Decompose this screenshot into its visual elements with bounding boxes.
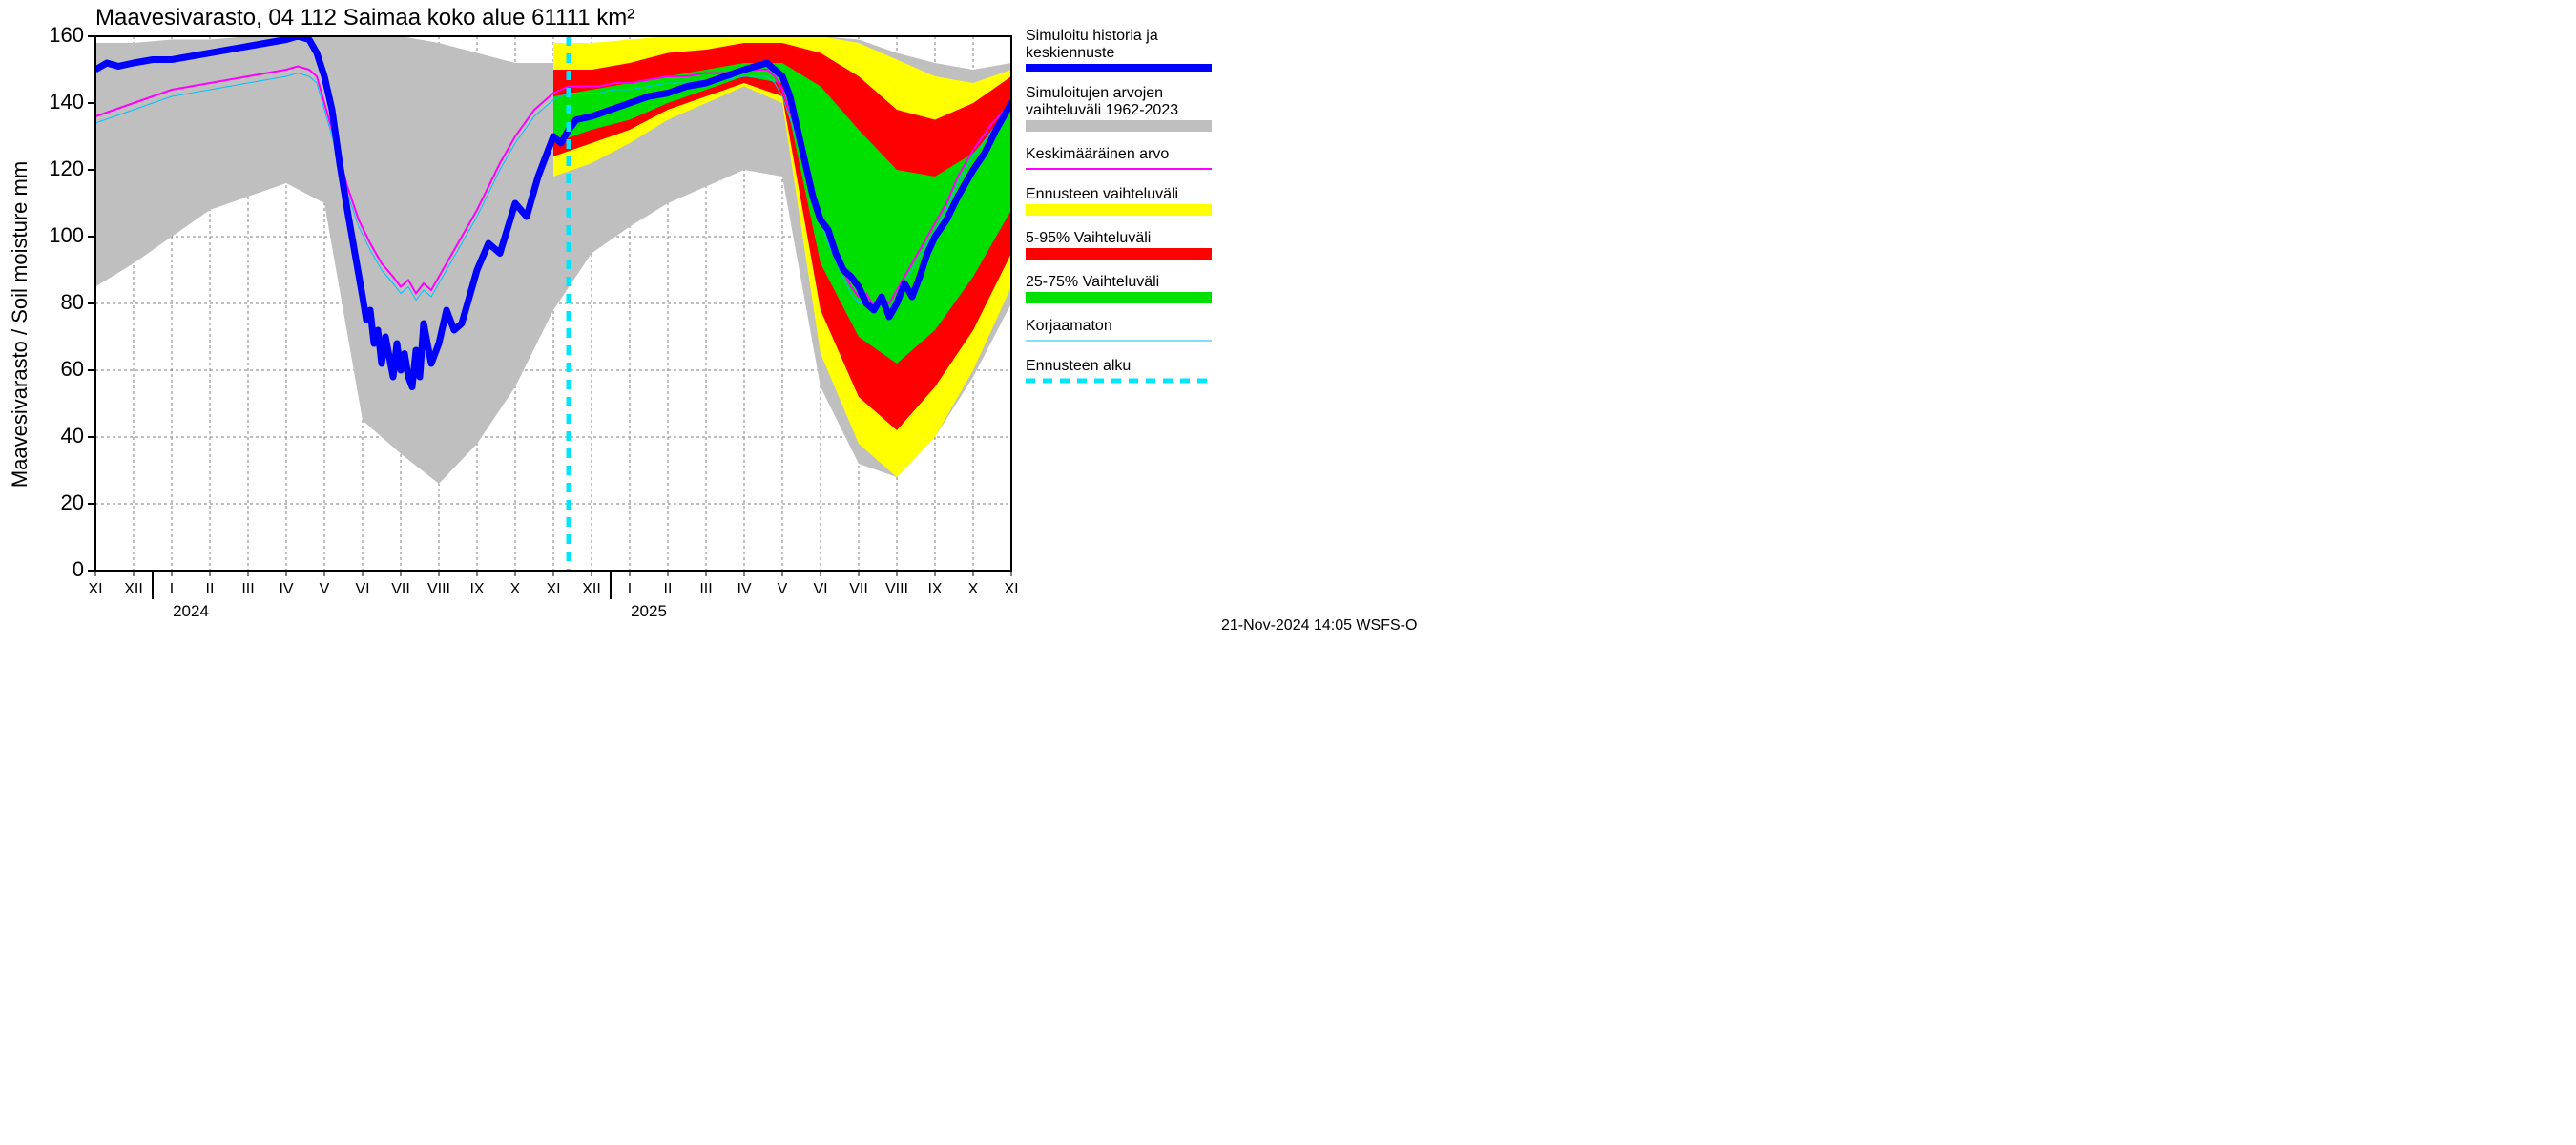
xtick-label: VI: [813, 581, 827, 597]
chart-container: Maavesivarasto, 04 112 Saimaa koko alue …: [0, 0, 1431, 636]
legend-label: Simuloitujen arvojen: [1026, 85, 1163, 101]
xtick-label: VIII: [427, 581, 450, 597]
legend: Simuloitu historia jakeskiennuste Simuloi…: [1026, 28, 1212, 381]
xtick-label: V: [320, 581, 330, 597]
ytick-label: 120: [49, 156, 84, 180]
legend-label: Keskimääräinen arvo: [1026, 146, 1169, 162]
chart-title: Maavesivarasto, 04 112 Saimaa koko alue …: [95, 5, 634, 31]
ytick-label: 140: [49, 90, 84, 114]
legend-swatch: [1026, 120, 1212, 132]
xtick-label: XI: [546, 581, 560, 597]
legend-label: keskiennuste: [1026, 45, 1114, 61]
legend-swatch: [1026, 248, 1212, 260]
xtick-label: IX: [469, 581, 484, 597]
xtick-label: XII: [582, 581, 601, 597]
xtick-label: I: [170, 581, 174, 597]
xtick-label: X: [510, 581, 521, 597]
xtick-label: XII: [124, 581, 143, 597]
xtick-label: VI: [355, 581, 369, 597]
ytick-label: 80: [61, 290, 84, 314]
xtick-label: VII: [849, 581, 868, 597]
legend-label: Ennusteen vaihteluväli: [1026, 186, 1178, 202]
ytick-label: 60: [61, 357, 84, 381]
xtick-label: X: [968, 581, 979, 597]
xtick-label: V: [778, 581, 788, 597]
xtick-label: IV: [737, 581, 751, 597]
xtick-label: IV: [279, 581, 293, 597]
legend-label: Korjaamaton: [1026, 318, 1112, 334]
legend-swatch: [1026, 292, 1212, 303]
xtick-label: IX: [927, 581, 942, 597]
xtick-label: III: [699, 581, 712, 597]
xtick-label: VII: [391, 581, 410, 597]
year-label: 2025: [631, 602, 667, 620]
legend-swatch: [1026, 204, 1212, 216]
ytick-label: 20: [61, 490, 84, 514]
xtick-label: II: [664, 581, 673, 597]
footer-timestamp: 21-Nov-2024 14:05 WSFS-O: [1221, 617, 1417, 634]
ytick-label: 40: [61, 424, 84, 448]
xtick-label: VIII: [885, 581, 908, 597]
plot-area: 020406080100120140160XIXIIIIIIIIIVVVIVII…: [49, 23, 1049, 620]
legend-label: Simuloitu historia ja: [1026, 28, 1158, 44]
ytick-label: 160: [49, 23, 84, 47]
xtick-label: XI: [88, 581, 102, 597]
y-axis-label: Maavesivarasto / Soil moisture mm: [8, 161, 31, 488]
legend-label: Ennusteen alku: [1026, 358, 1131, 374]
ytick-label: 0: [73, 557, 84, 581]
xtick-label: I: [628, 581, 632, 597]
xtick-label: III: [241, 581, 254, 597]
year-label: 2024: [173, 602, 209, 620]
ytick-label: 100: [49, 223, 84, 247]
xtick-label: XI: [1004, 581, 1018, 597]
legend-label: 25-75% Vaihteluväli: [1026, 274, 1159, 290]
legend-label: 5-95% Vaihteluväli: [1026, 230, 1151, 246]
xtick-label: II: [206, 581, 215, 597]
legend-label: vaihteluväli 1962-2023: [1026, 102, 1178, 118]
